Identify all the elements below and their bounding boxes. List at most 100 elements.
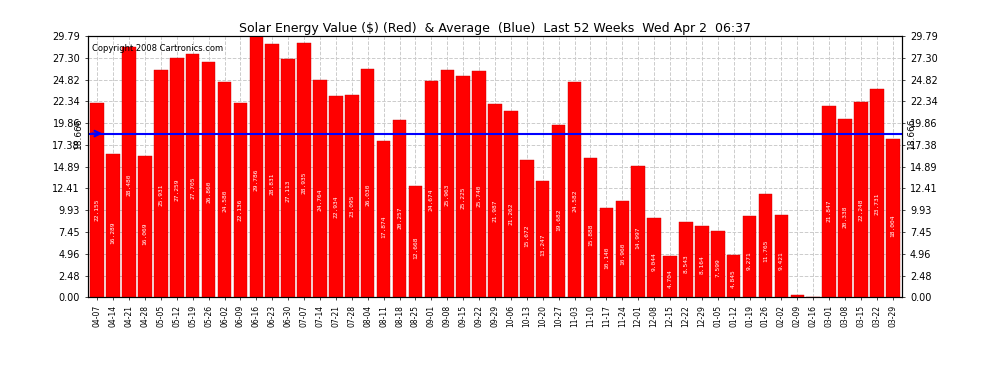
Text: 20.257: 20.257 [397,206,402,229]
Bar [663,256,677,297]
Text: 16.289: 16.289 [111,222,116,244]
Text: 27.259: 27.259 [174,178,179,201]
Text: 21.987: 21.987 [492,199,498,222]
Text: 8.543: 8.543 [683,254,688,273]
Bar [568,82,581,297]
Bar [425,81,439,297]
Text: 21.847: 21.847 [827,200,832,222]
Bar [711,231,725,297]
Text: 28.935: 28.935 [302,172,307,194]
Text: 17.874: 17.874 [381,216,386,238]
Bar [186,54,199,297]
Bar [758,194,772,297]
Text: 22.136: 22.136 [238,199,243,221]
Bar [218,82,232,297]
Text: 9.271: 9.271 [747,251,752,270]
Bar [616,201,629,297]
Bar [329,96,343,297]
Text: 24.764: 24.764 [318,188,323,211]
Text: 19.682: 19.682 [556,209,561,231]
Bar [632,166,644,297]
Bar [727,255,741,297]
Text: 9.044: 9.044 [651,252,656,271]
Bar [234,103,248,297]
Text: 18.666: 18.666 [908,118,917,149]
Bar [265,44,279,297]
Text: 22.248: 22.248 [858,198,863,221]
Text: 29.786: 29.786 [253,168,258,191]
Bar [297,44,311,297]
Text: 24.580: 24.580 [222,189,227,211]
Bar [456,76,470,297]
Bar [791,294,804,297]
Text: 4.704: 4.704 [667,269,672,288]
Text: 11.765: 11.765 [763,240,768,262]
Bar [281,60,295,297]
Text: 10.960: 10.960 [620,243,625,265]
Text: Copyright 2008 Cartronics.com: Copyright 2008 Cartronics.com [92,44,223,52]
Text: 18.004: 18.004 [890,215,895,237]
Bar [154,70,167,297]
Text: 25.931: 25.931 [158,184,163,206]
Bar [520,160,534,297]
Bar [854,102,867,297]
Bar [90,103,104,297]
Text: 22.934: 22.934 [334,195,339,218]
Bar [600,209,613,297]
Bar [377,141,390,297]
Bar [409,186,422,297]
Bar [123,48,136,297]
Bar [823,106,836,297]
Text: 28.480: 28.480 [127,174,132,196]
Bar [742,216,756,297]
Bar [393,120,406,297]
Bar [774,214,788,297]
Text: 26.860: 26.860 [206,180,211,203]
Text: 4.845: 4.845 [732,269,737,288]
Text: 14.997: 14.997 [636,227,641,249]
Text: 25.225: 25.225 [460,186,465,209]
Text: 15.888: 15.888 [588,224,593,246]
Bar [551,124,565,297]
Bar [170,58,183,297]
Bar [202,62,216,297]
Text: 25.740: 25.740 [476,184,481,207]
Bar [441,69,454,297]
Text: 21.262: 21.262 [509,202,514,225]
Bar [139,156,151,297]
Bar [249,36,263,297]
Text: 13.247: 13.247 [541,234,545,256]
Text: 20.338: 20.338 [842,206,847,228]
Bar [695,226,709,297]
Text: 23.095: 23.095 [349,195,354,217]
Text: 25.963: 25.963 [445,184,449,206]
Bar [584,158,597,297]
Bar [647,218,661,297]
Text: 12.668: 12.668 [413,236,418,259]
Title: Solar Energy Value ($) (Red)  & Average  (Blue)  Last 52 Weeks  Wed Apr 2  06:37: Solar Energy Value ($) (Red) & Average (… [239,21,751,34]
Bar [839,119,851,297]
Bar [536,181,549,297]
Text: 7.599: 7.599 [715,258,721,277]
Bar [346,95,358,297]
Bar [361,69,374,297]
Text: 15.672: 15.672 [525,224,530,247]
Text: 27.705: 27.705 [190,177,195,199]
Text: 10.140: 10.140 [604,246,609,268]
Text: 8.164: 8.164 [699,256,704,274]
Text: 27.113: 27.113 [286,179,291,201]
Text: 23.731: 23.731 [874,192,879,215]
Bar [472,72,486,297]
Text: 28.831: 28.831 [269,172,275,195]
Text: 24.582: 24.582 [572,189,577,211]
Text: 18.666: 18.666 [73,118,82,149]
Bar [504,111,518,297]
Bar [886,140,900,297]
Text: 16.069: 16.069 [143,223,148,245]
Bar [488,104,502,297]
Text: 22.155: 22.155 [95,199,100,221]
Text: 9.421: 9.421 [779,251,784,270]
Bar [313,80,327,297]
Bar [679,222,693,297]
Bar [870,89,884,297]
